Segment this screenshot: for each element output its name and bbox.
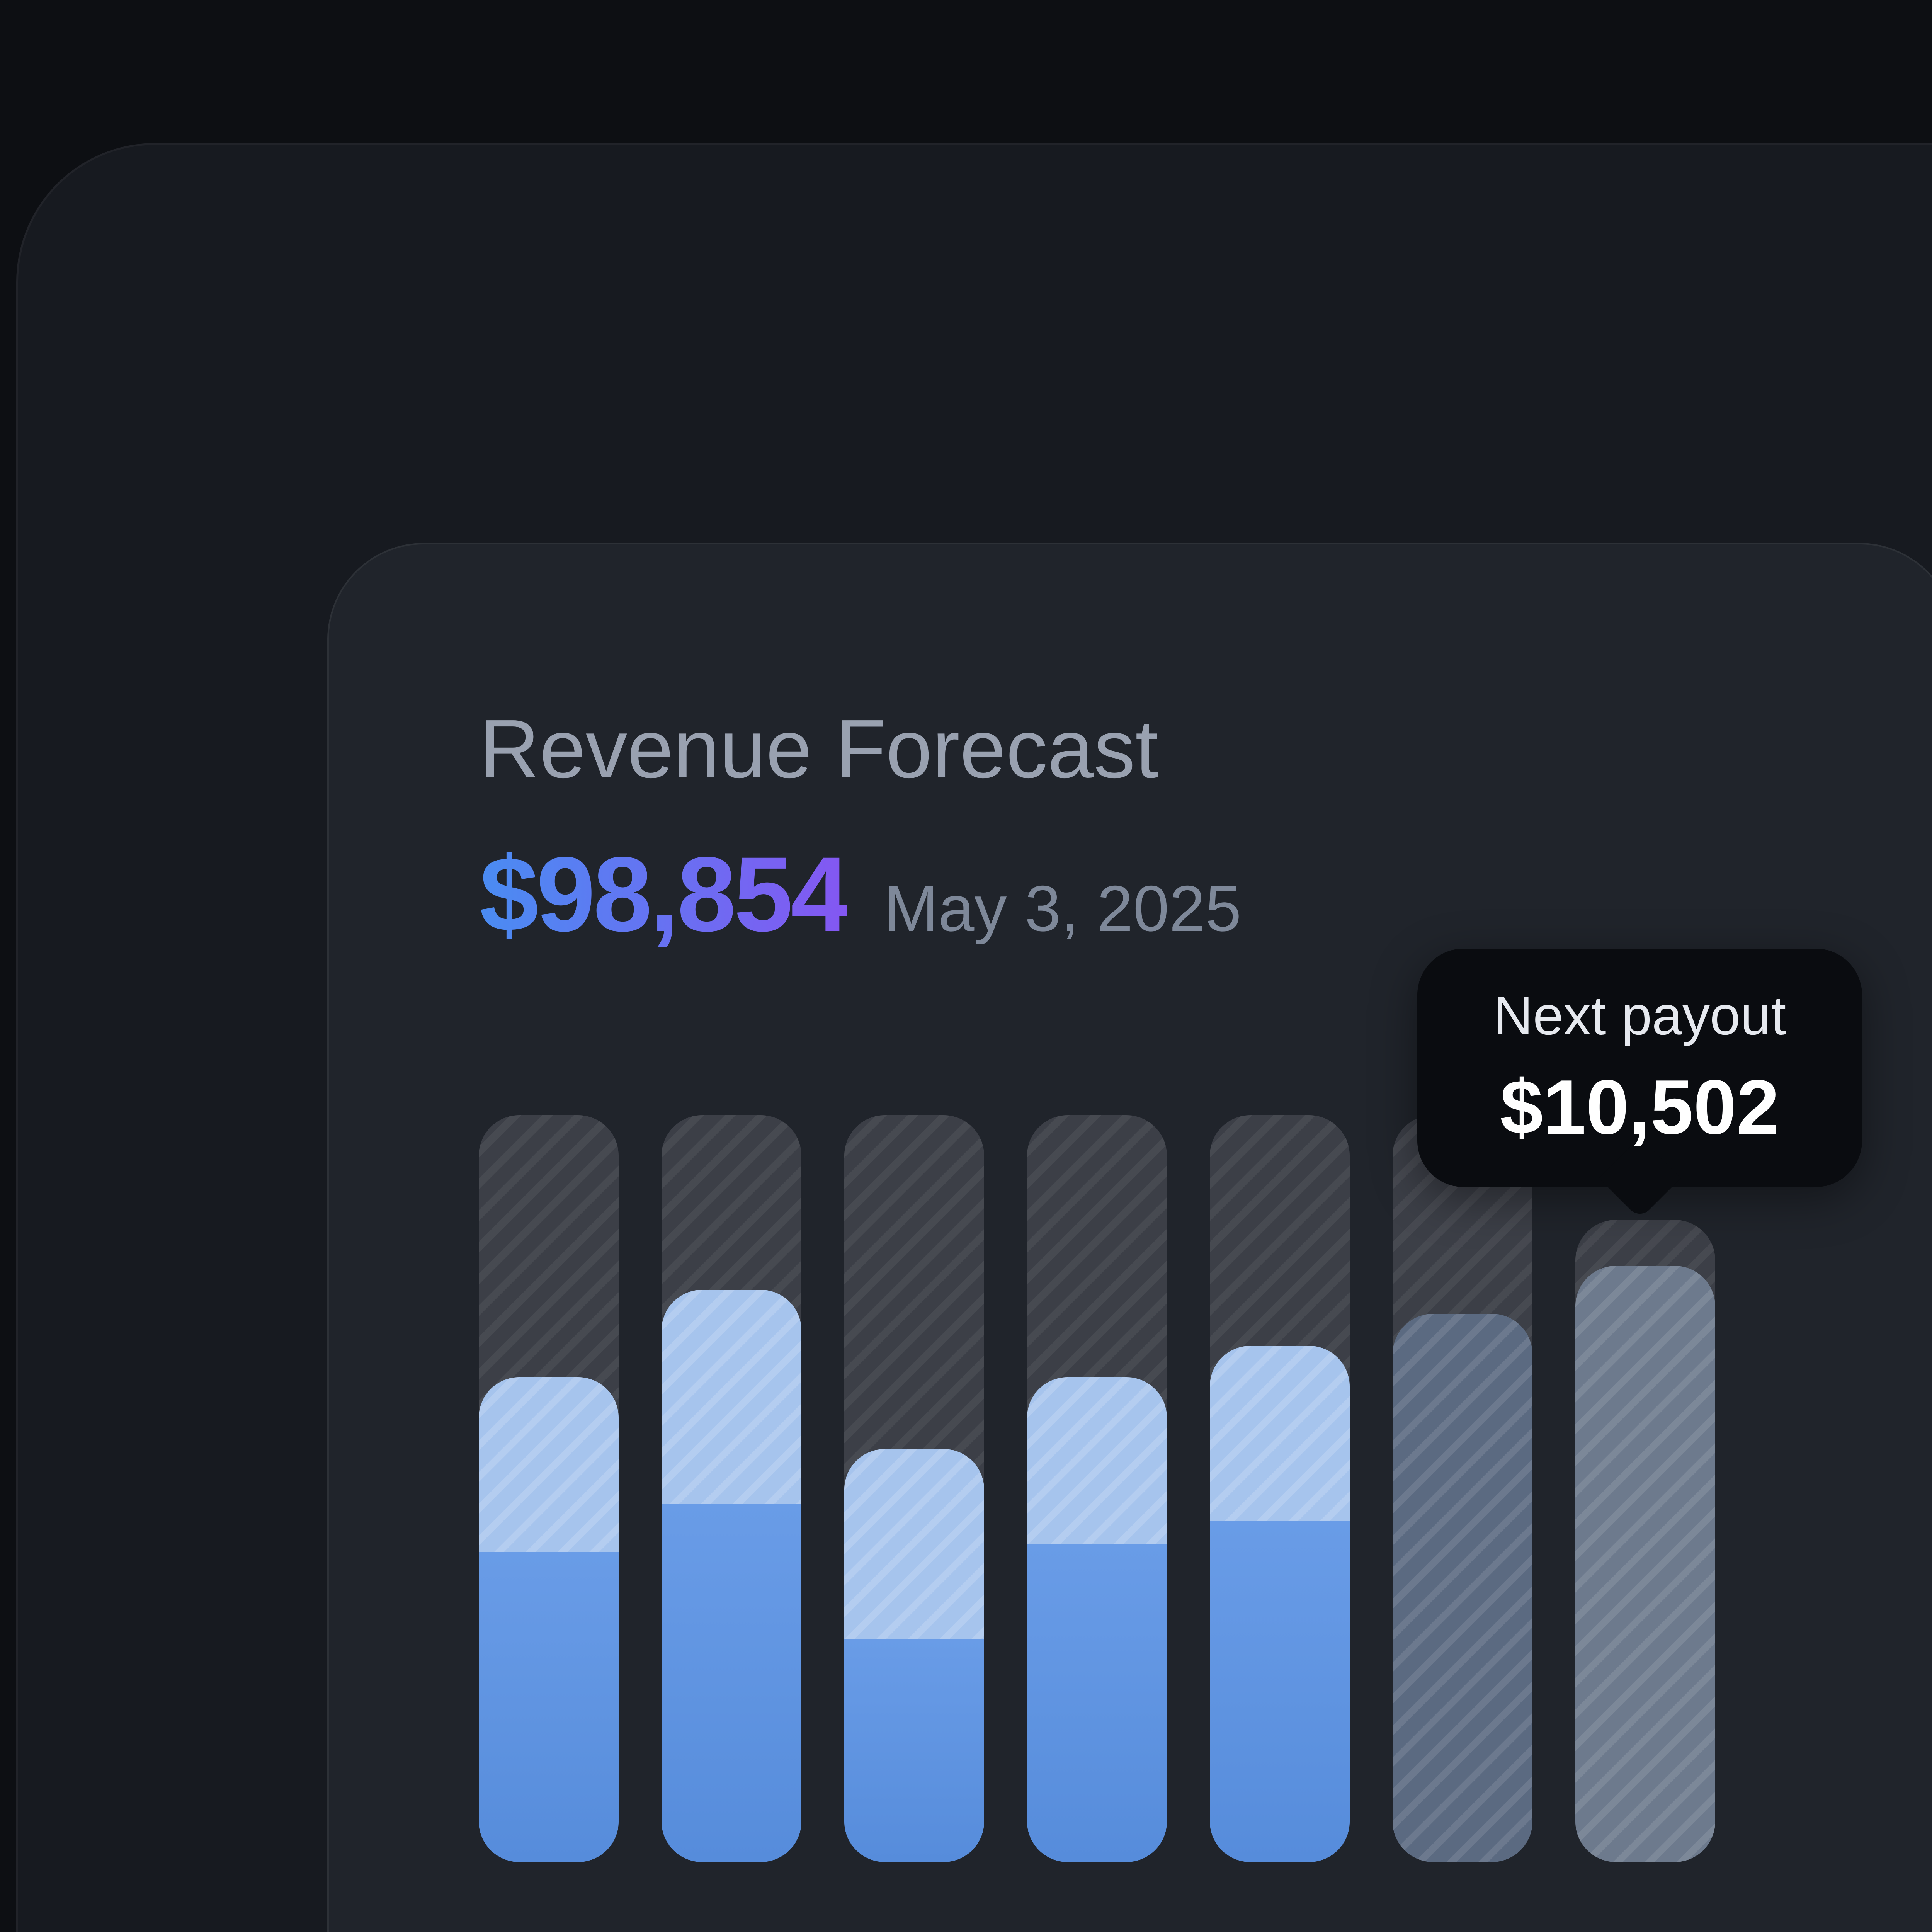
lower-solid-segment-jan	[479, 1552, 619, 1862]
forecast-date: May 3, 2025	[884, 872, 1242, 945]
bar-plot-jan	[479, 1115, 619, 1862]
tooltip-value: $10,502	[1500, 1064, 1779, 1150]
forecast-amount: $98,854	[480, 833, 850, 956]
bar-chart: Jan Feb Mar Apr May Jun Jul	[479, 1115, 1715, 1932]
bar-plot-may	[1210, 1115, 1350, 1862]
bar-fill-actual-may[interactable]	[1210, 1346, 1350, 1862]
headline-row: $98,854 May 3, 2025	[480, 833, 1932, 956]
lower-solid-segment-feb	[662, 1504, 801, 1862]
bar-column-apr[interactable]: Apr	[1027, 1115, 1167, 1932]
bar-column-mar[interactable]: Mar	[844, 1115, 984, 1932]
bar-plot-apr	[1027, 1115, 1167, 1862]
next-payout-tooltip: Next payout $10,502	[1417, 949, 1862, 1219]
bar-plot-mar	[844, 1115, 984, 1862]
revenue-forecast-card: Revenue Forecast $98,854 May 3, 2025 Jan…	[327, 543, 1932, 1932]
bar-plot-jul	[1575, 1115, 1715, 1862]
upper-light-segment-mar	[844, 1449, 984, 1639]
upper-light-segment-jan	[479, 1377, 619, 1552]
upper-light-segment-apr	[1027, 1377, 1167, 1544]
card-title: Revenue Forecast	[480, 702, 1158, 795]
bar-fill-actual-mar[interactable]	[844, 1449, 984, 1862]
lower-solid-segment-apr	[1027, 1544, 1167, 1862]
forecast-segment-jul	[1575, 1266, 1715, 1862]
bar-column-may[interactable]: May	[1210, 1115, 1350, 1932]
upper-light-segment-feb	[662, 1290, 801, 1504]
bar-fill-actual-jan[interactable]	[479, 1377, 619, 1862]
bar-plot-jun	[1393, 1115, 1532, 1862]
bar-column-feb[interactable]: Feb	[662, 1115, 801, 1932]
bar-fill-actual-apr[interactable]	[1027, 1377, 1167, 1862]
bar-fill-actual-feb[interactable]	[662, 1290, 801, 1862]
lower-solid-segment-may	[1210, 1521, 1350, 1862]
upper-light-segment-may	[1210, 1346, 1350, 1521]
bar-column-jan[interactable]: Jan	[479, 1115, 619, 1932]
bar-column-jul[interactable]: Jul	[1575, 1115, 1715, 1932]
forecast-segment-jun	[1393, 1314, 1532, 1862]
background-panel: Revenue Forecast $98,854 May 3, 2025 Jan…	[16, 143, 1932, 1932]
bar-fill-forecast-jul[interactable]	[1575, 1266, 1715, 1862]
lower-solid-segment-mar	[844, 1639, 984, 1862]
tooltip-label: Next payout	[1493, 985, 1786, 1046]
bar-column-jun[interactable]: Jun	[1393, 1115, 1532, 1932]
bar-fill-forecast-jun[interactable]	[1393, 1314, 1532, 1862]
bar-plot-feb	[662, 1115, 801, 1862]
